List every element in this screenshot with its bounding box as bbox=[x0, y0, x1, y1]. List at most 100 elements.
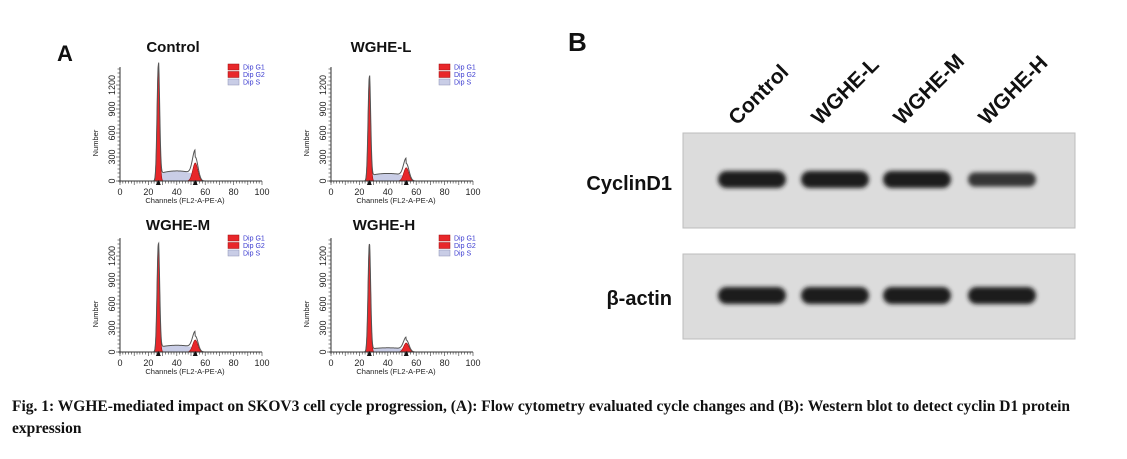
legend-label: Dip G1 bbox=[454, 65, 476, 72]
x-tick-label: 0 bbox=[328, 187, 333, 197]
dip-g2-area bbox=[187, 339, 203, 353]
histogram-outline bbox=[359, 243, 420, 353]
y-tick-label: 600 bbox=[107, 296, 117, 311]
histogram-2: WGHE-M 0 20 40 60 80 100 Channels (FL2-A-PE-A) 0… bbox=[91, 217, 270, 376]
peak-marker bbox=[403, 351, 409, 356]
legend-label: Dip S bbox=[454, 80, 471, 87]
lane-label: WGHE-M bbox=[889, 50, 969, 130]
x-tick-label: 60 bbox=[411, 358, 421, 368]
panel-b-letter: B bbox=[568, 27, 587, 57]
histogram-outline bbox=[148, 62, 209, 182]
x-tick-label: 100 bbox=[465, 358, 480, 368]
dip-s-area bbox=[369, 348, 407, 352]
panel-a-letter: A bbox=[57, 41, 73, 66]
protein-band bbox=[801, 171, 869, 188]
legend-label: Dip G1 bbox=[243, 236, 265, 243]
legend-swatch bbox=[227, 249, 240, 257]
legend-label: Dip S bbox=[454, 251, 471, 258]
protein-band bbox=[883, 171, 951, 188]
dip-g1-area bbox=[153, 243, 164, 353]
y-axis-title: Number bbox=[91, 300, 100, 327]
panel-a-histograms: Control 0 20 40 60 80 100 Channels (FL2-A-PE-A)… bbox=[91, 39, 481, 376]
peak-marker bbox=[366, 351, 372, 356]
x-tick-label: 80 bbox=[440, 187, 450, 197]
blot-row-label: β-actin bbox=[606, 288, 672, 310]
y-tick-label: 0 bbox=[107, 178, 117, 183]
x-axis-title: Channels (FL2-A-PE-A) bbox=[356, 196, 436, 205]
legend-swatch bbox=[438, 242, 451, 249]
x-tick-label: 60 bbox=[411, 187, 421, 197]
peak-marker bbox=[192, 351, 198, 356]
x-tick-label: 40 bbox=[172, 187, 182, 197]
histogram-title: WGHE-M bbox=[146, 217, 210, 234]
blot-row-label: CyclinD1 bbox=[586, 173, 672, 195]
legend-swatch bbox=[438, 63, 451, 71]
dip-g1-area bbox=[364, 76, 375, 182]
x-axis-title: Channels (FL2-A-PE-A) bbox=[145, 196, 225, 205]
y-tick-label: 600 bbox=[318, 125, 328, 140]
histogram-title: Control bbox=[146, 39, 199, 56]
x-tick-label: 0 bbox=[328, 358, 333, 368]
x-axis-title: Channels (FL2-A-PE-A) bbox=[356, 367, 436, 376]
legend-swatch bbox=[438, 249, 451, 257]
x-tick-label: 20 bbox=[354, 358, 364, 368]
x-tick-label: 100 bbox=[254, 187, 269, 197]
x-tick-label: 100 bbox=[254, 358, 269, 368]
legend-label: Dip G2 bbox=[243, 243, 265, 250]
y-tick-label: 0 bbox=[318, 349, 328, 354]
protein-band bbox=[718, 171, 786, 188]
figure-caption: Fig. 1: WGHE-mediated impact on SKOV3 ce… bbox=[12, 398, 1071, 437]
legend-label: Dip G2 bbox=[454, 243, 476, 250]
lane-label: WGHE-L bbox=[807, 53, 884, 130]
protein-band bbox=[718, 287, 786, 304]
protein-band bbox=[801, 287, 869, 304]
panel-b-western-blot: Control WGHE-L WGHE-M WGHE-H CyclinD1 β-actin bbox=[586, 50, 1076, 340]
lane-label: WGHE-H bbox=[974, 51, 1052, 129]
dip-s-area bbox=[158, 345, 196, 352]
legend-swatch bbox=[438, 234, 451, 242]
y-tick-label: 1200 bbox=[107, 246, 117, 266]
legend-swatch bbox=[227, 78, 240, 86]
y-tick-label: 1200 bbox=[318, 246, 328, 266]
histogram-outline bbox=[148, 241, 209, 353]
x-tick-label: 20 bbox=[143, 358, 153, 368]
protein-band bbox=[968, 287, 1036, 304]
legend-label: Dip G1 bbox=[454, 236, 476, 243]
legend-label: Dip G1 bbox=[243, 65, 265, 72]
x-tick-label: 60 bbox=[200, 187, 210, 197]
dip-g2-area bbox=[398, 342, 414, 353]
histogram-title: WGHE-L bbox=[351, 39, 412, 56]
peak-marker bbox=[366, 180, 372, 185]
x-tick-label: 40 bbox=[172, 358, 182, 368]
x-tick-label: 40 bbox=[383, 358, 393, 368]
x-tick-label: 100 bbox=[465, 187, 480, 197]
dip-g2-area bbox=[187, 162, 203, 182]
histogram-3: WGHE-H 0 20 40 60 80 100 Channels (FL2-A-PE-A) 0… bbox=[302, 217, 481, 376]
x-tick-label: 80 bbox=[440, 358, 450, 368]
legend-label: Dip S bbox=[243, 80, 260, 87]
x-tick-label: 80 bbox=[229, 187, 239, 197]
peak-marker bbox=[403, 180, 409, 185]
y-tick-label: 0 bbox=[107, 349, 117, 354]
x-tick-label: 20 bbox=[143, 187, 153, 197]
x-tick-label: 0 bbox=[117, 187, 122, 197]
x-tick-label: 60 bbox=[200, 358, 210, 368]
y-tick-label: 600 bbox=[107, 125, 117, 140]
y-tick-label: 900 bbox=[107, 272, 117, 287]
protein-band bbox=[883, 287, 951, 304]
y-tick-label: 300 bbox=[107, 320, 117, 335]
legend-swatch bbox=[227, 71, 240, 78]
y-tick-label: 300 bbox=[318, 320, 328, 335]
y-tick-label: 900 bbox=[318, 101, 328, 116]
y-tick-label: 900 bbox=[107, 101, 117, 116]
x-tick-label: 80 bbox=[229, 358, 239, 368]
y-tick-label: 900 bbox=[318, 272, 328, 287]
peak-marker bbox=[155, 351, 161, 356]
dip-g1-area bbox=[364, 243, 375, 353]
legend-label: Dip G2 bbox=[454, 72, 476, 79]
legend-swatch bbox=[227, 242, 240, 249]
y-tick-label: 0 bbox=[318, 178, 328, 183]
peak-marker bbox=[155, 180, 161, 185]
legend-swatch bbox=[438, 71, 451, 78]
y-axis-title: Number bbox=[302, 300, 311, 327]
